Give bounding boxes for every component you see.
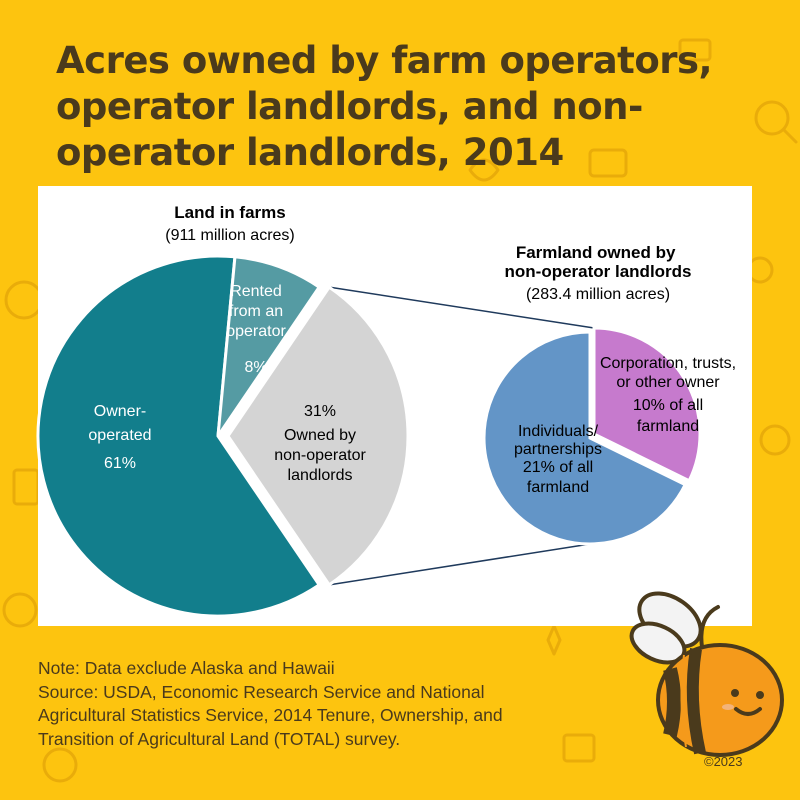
slice-label-owned-by-non-operator-landlords: 31% Owned by non-operator landlords xyxy=(274,403,366,484)
slice-label-line: from an xyxy=(229,303,283,320)
non-operator-farmland-slice-labels: Individuals/partnerships 21% of all farmla… xyxy=(514,355,736,496)
connector-lines xyxy=(329,286,595,586)
land-in-farms-slice-labels: Owner-operated 61% Rented from an operator 8%… xyxy=(88,283,366,484)
connector-line-top xyxy=(329,286,595,329)
slice-label-line: landlords xyxy=(288,467,353,484)
non-operator-farmland-title-line-2: non-operator landlords xyxy=(505,262,692,281)
card-doodle-icon xyxy=(588,148,628,178)
slice-label-line: partnerships xyxy=(514,441,602,458)
coin-doodle-icon xyxy=(2,592,38,628)
card-doodle-icon xyxy=(12,468,40,506)
pie-slice-owned-by-non-operator-landlords xyxy=(226,285,410,587)
slice-label-line: 8% xyxy=(244,359,267,376)
source-line: Transition of Agricultural Land (TOTAL) … xyxy=(38,728,401,749)
bee-body xyxy=(656,643,784,757)
slice-label-owner-operated: Owner-operated 61% xyxy=(88,403,151,472)
data-note: Note: Data exclude Alaska and Hawaii xyxy=(38,658,335,678)
land-in-farms-title: Land in farms xyxy=(174,203,285,222)
slice-label-rented-from-an-operator: Rented from an operator 8% xyxy=(226,283,286,376)
pie-slice-owner-operated xyxy=(36,254,322,618)
source-line: Agricultural Statistics Service, 2014 Te… xyxy=(38,705,503,725)
non-operator-farmland-slices xyxy=(482,326,702,546)
leaf-doodle-icon xyxy=(468,158,500,182)
slice-label-line: farmland xyxy=(527,479,589,496)
non-operator-farmland-title: Farmland owned by non-operator landlords xyxy=(505,243,692,281)
coin-doodle-icon xyxy=(759,424,791,456)
copyright-text: ©2023 xyxy=(704,754,743,769)
bee-wings xyxy=(629,591,703,665)
coin-doodle-icon xyxy=(42,747,78,783)
non-operator-farmland-title-line-1: Farmland owned by xyxy=(516,243,676,262)
magnifier-doodle-icon xyxy=(754,100,790,136)
non-operator-farmland-subtitle: (283.4 million acres) xyxy=(526,286,670,303)
slice-label-line: Owner- xyxy=(94,403,146,420)
pie-slice-individuals-partnerships xyxy=(482,330,688,546)
connector-line-bottom xyxy=(329,543,591,586)
bee-mascot xyxy=(629,591,784,757)
coin-doodle-icon xyxy=(4,280,44,320)
slice-label-line: farmland xyxy=(637,418,699,435)
slice-label-line: Corporation, trusts, xyxy=(600,355,736,372)
pie-slice-rented-from-an-operator xyxy=(216,255,322,437)
slice-label-line: or other owner xyxy=(616,374,720,391)
slice-label-line: 10% of all xyxy=(633,397,703,414)
slice-label-line: operator xyxy=(226,323,286,340)
slice-label-line: Rented xyxy=(230,283,282,300)
slice-label-line: Owned by xyxy=(284,427,356,444)
slice-label-line: 31% xyxy=(304,403,336,420)
shop-doodle-icon xyxy=(562,733,596,763)
slice-label-line: operated xyxy=(88,427,151,444)
slice-label-line: non-operator xyxy=(274,447,366,464)
slice-label-line: Individuals/ xyxy=(518,423,599,440)
chart-panel: Owner-operated 61% Rented from an operator 8%… xyxy=(36,186,752,626)
land-in-farms-subtitle: (911 million acres) xyxy=(165,227,295,244)
pie-of-pie-chart: Owner-operated 61% Rented from an operator 8%… xyxy=(36,203,736,618)
slice-label-corporation-trusts-or-other-owner: Corporation, trusts, or other owner 10% of… xyxy=(600,355,736,435)
card-doodle-icon xyxy=(678,38,712,62)
land-in-farms-slices xyxy=(36,254,410,618)
footer-note: Note: Data exclude Alaska and Hawaii Sou… xyxy=(38,657,598,751)
slice-label-line: 61% xyxy=(104,455,136,472)
bee-antenna xyxy=(699,605,720,649)
pie-slice-corporation-trusts-or-other-owner xyxy=(592,326,702,483)
slice-label-line: 21% of all xyxy=(523,459,593,476)
page-title: Acres owned by farm operators, operator … xyxy=(56,39,713,174)
slice-label-individuals-partnerships: Individuals/partnerships 21% of all farmla… xyxy=(514,423,602,496)
source-line: Source: USDA, Economic Research Service … xyxy=(38,681,485,702)
sparkle-doodle-icon xyxy=(546,624,562,656)
